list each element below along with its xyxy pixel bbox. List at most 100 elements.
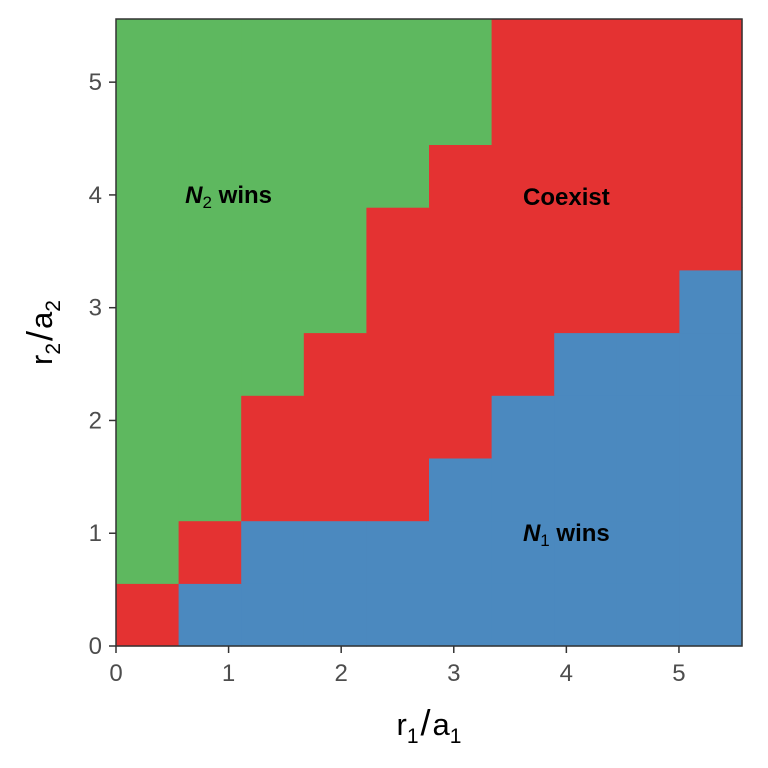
y-axis: 0 1 2 3 4 5 [89, 69, 116, 660]
heatmap-cell [679, 332, 743, 396]
heatmap-cell [303, 81, 367, 145]
heatmap-cell [241, 207, 305, 271]
y-axis-title-r-sub: 2 [42, 343, 65, 355]
y-axis-title-group: r2/a2 [19, 300, 65, 365]
x-axis-title: r1/a1 [397, 702, 462, 748]
heatmap-cell [491, 395, 555, 459]
x-tick-label: 2 [335, 660, 348, 687]
heatmap-cell [303, 144, 367, 208]
heatmap-cell [616, 332, 680, 396]
x-axis-title-r: r [397, 707, 407, 742]
heatmap-cell [366, 583, 430, 647]
x-tick-label: 0 [109, 660, 122, 687]
heatmap-cell [178, 583, 242, 647]
heatmap-cell [554, 207, 618, 271]
heatmap-cell [554, 144, 618, 208]
heatmap-cell [679, 207, 743, 271]
y-tick-label: 2 [89, 407, 102, 434]
heatmap-cell [116, 144, 180, 208]
heatmap-cell [616, 81, 680, 145]
heatmap-cell [679, 583, 743, 647]
heatmap-cell [178, 520, 242, 584]
plot-panel-border [115, 18, 743, 647]
heatmap-cell [679, 269, 743, 334]
heatmap-cell [178, 19, 242, 83]
region-label: Coexist [523, 184, 610, 211]
x-tick-label: 3 [447, 660, 460, 687]
heatmap-cell [303, 583, 367, 647]
heatmap-cell [241, 332, 305, 396]
y-tick-label: 5 [89, 69, 102, 96]
region-label-text: wins [550, 520, 610, 547]
heatmap-cell [616, 457, 680, 522]
heatmap-cell [241, 269, 305, 334]
heatmap-cell [491, 332, 555, 396]
heatmap-cell [116, 520, 180, 584]
heatmap-cell [616, 19, 680, 83]
heatmap-cell [554, 332, 618, 396]
heatmap-cell [429, 269, 493, 334]
y-axis-title-r: r [24, 355, 59, 365]
heatmap-cell [616, 207, 680, 271]
heatmap-cell [178, 395, 242, 459]
heatmap-cell [366, 81, 430, 145]
heatmap-cell [429, 81, 493, 145]
heatmap-cell [116, 269, 180, 334]
heatmap-cell [366, 269, 430, 334]
heatmap-cell [491, 19, 555, 83]
heatmap-cell [366, 19, 430, 83]
x-axis-title-r-sub: 1 [407, 725, 419, 748]
heatmap-cell [178, 81, 242, 145]
region-label-text: wins [212, 182, 272, 209]
heatmap-cell [679, 144, 743, 208]
heatmap-cell [429, 520, 493, 584]
region-label: N2 wins [185, 182, 272, 212]
heatmap-cell [616, 144, 680, 208]
heatmap-cell [116, 81, 180, 145]
region-label-text: Coexist [523, 184, 610, 211]
y-axis-title-a-sub: 2 [42, 300, 65, 312]
x-tick-label: 1 [222, 660, 235, 687]
region-label-subscript: 2 [203, 193, 212, 212]
heatmap-cell [679, 81, 743, 145]
heatmap-cell [178, 144, 242, 208]
heatmap-cell [116, 583, 180, 647]
heatmap-cell [303, 207, 367, 271]
heatmap-cell [241, 395, 305, 459]
heatmap-cells [116, 19, 743, 647]
heatmap-cell [429, 144, 493, 208]
heatmap-cell [679, 520, 743, 584]
heatmap-cell [241, 19, 305, 83]
heatmap-cell [491, 207, 555, 271]
heatmap-cell [491, 457, 555, 522]
heatmap-cell [303, 395, 367, 459]
region-label-variable: N [523, 520, 541, 547]
heatmap-cell [429, 332, 493, 396]
region-label-variable: N [185, 182, 203, 209]
x-tick-label: 4 [560, 660, 573, 687]
heatmap-cell [116, 207, 180, 271]
heatmap-cell [554, 19, 618, 83]
heatmap-cell [554, 81, 618, 145]
heatmap-cell [366, 457, 430, 522]
y-axis-title-slash: / [19, 331, 60, 341]
heatmap-cell [616, 520, 680, 584]
heatmap-cell [303, 520, 367, 584]
y-tick-label: 1 [89, 520, 102, 547]
heatmap-cell [241, 144, 305, 208]
heatmap-cell [116, 19, 180, 83]
heatmap-cell [491, 583, 555, 647]
heatmap-cell [241, 81, 305, 145]
heatmap-cell [491, 520, 555, 584]
heatmap-cell [116, 395, 180, 459]
heatmap-cell [366, 520, 430, 584]
heatmap-cell [554, 583, 618, 647]
heatmap-cell [303, 332, 367, 396]
region-label-subscript: 1 [540, 531, 549, 550]
y-axis-title-a: a [24, 311, 59, 329]
heatmap-cell [429, 19, 493, 83]
heatmap-cell [116, 332, 180, 396]
x-axis-title-slash: / [421, 702, 431, 743]
